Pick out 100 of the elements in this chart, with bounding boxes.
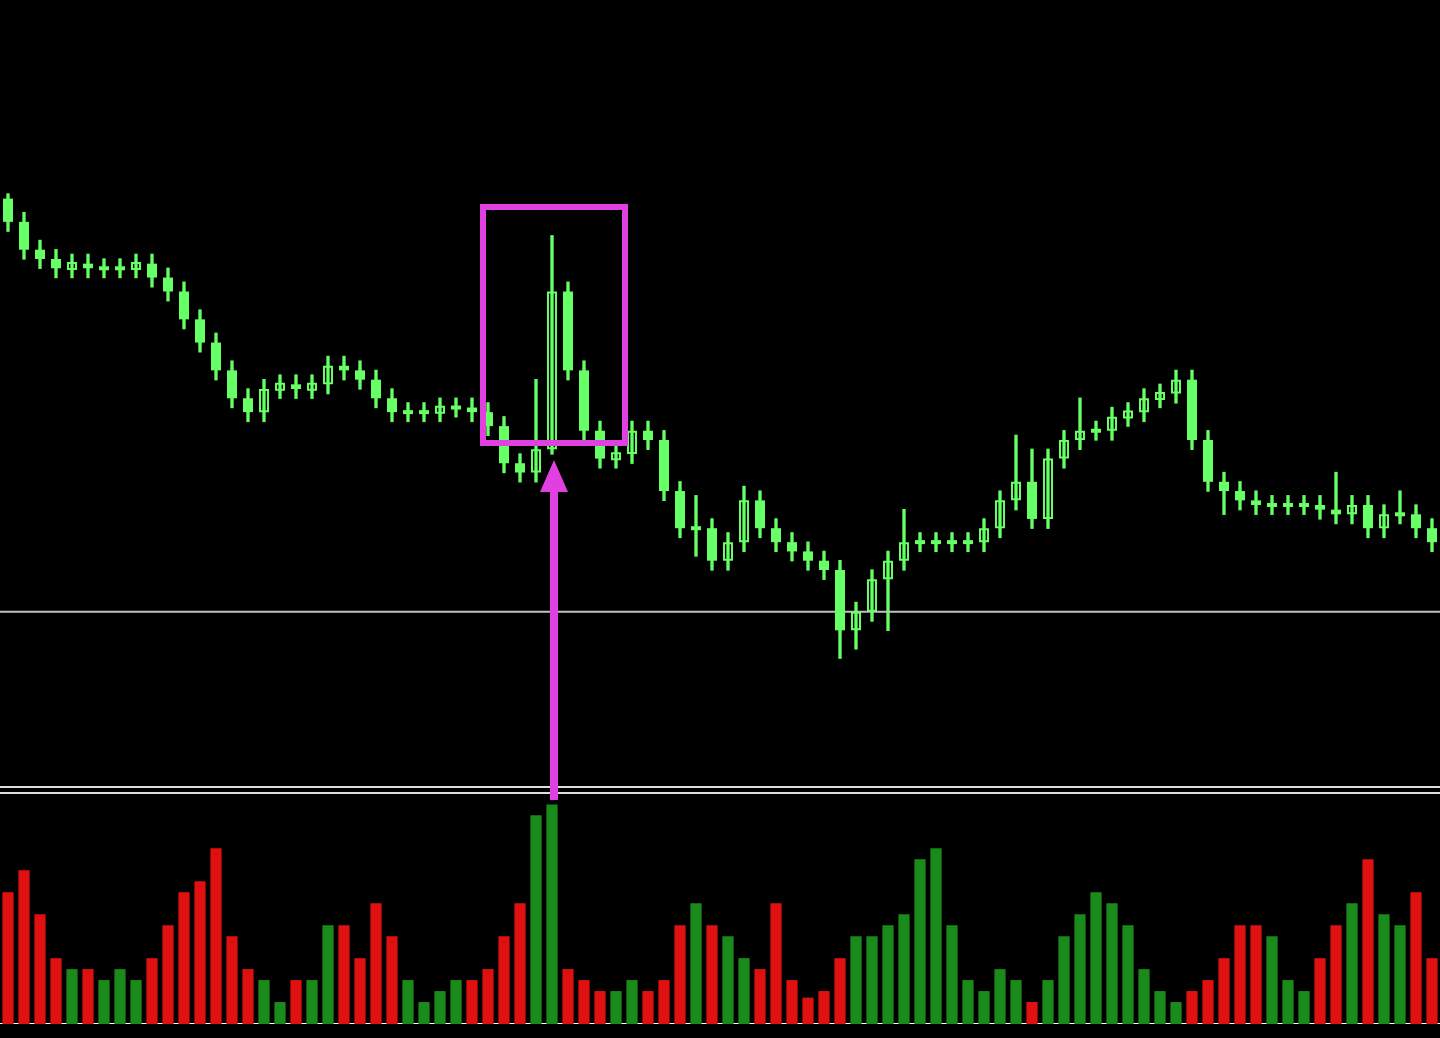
bar xyxy=(50,958,62,1024)
bar xyxy=(466,980,478,1024)
bar xyxy=(834,958,846,1024)
bar xyxy=(770,903,782,1024)
bar xyxy=(1362,859,1374,1024)
bar xyxy=(898,914,910,1024)
candlestick xyxy=(867,569,877,622)
bar xyxy=(130,980,142,1024)
candlestick xyxy=(947,532,957,553)
bar xyxy=(1378,914,1390,1024)
bar xyxy=(1266,936,1278,1024)
candlestick xyxy=(1219,471,1229,515)
bar xyxy=(962,980,974,1024)
candlestick xyxy=(547,235,557,455)
candlestick xyxy=(1315,495,1325,520)
bar xyxy=(1426,958,1438,1024)
bar xyxy=(1218,958,1230,1024)
bar xyxy=(162,925,174,1024)
candlestick xyxy=(323,355,333,395)
candlestick xyxy=(851,601,861,650)
candlestick xyxy=(99,258,109,279)
bar xyxy=(1026,1002,1038,1024)
bar xyxy=(258,980,270,1024)
candlestick xyxy=(1107,406,1117,441)
candlestick xyxy=(291,374,301,399)
candlestick xyxy=(1347,495,1357,525)
bar xyxy=(434,991,446,1024)
bar xyxy=(802,997,814,1024)
candlestick xyxy=(883,550,893,631)
bar xyxy=(1282,980,1294,1024)
bar xyxy=(1330,925,1342,1024)
bar xyxy=(290,980,302,1024)
candlestick xyxy=(1043,448,1053,529)
bar xyxy=(1410,892,1422,1024)
bar xyxy=(722,936,734,1024)
bar xyxy=(98,980,110,1024)
bar xyxy=(866,936,878,1024)
bar xyxy=(386,936,398,1024)
bar xyxy=(1186,991,1198,1024)
bar xyxy=(1074,914,1086,1024)
candlestick xyxy=(419,402,429,423)
bar xyxy=(514,903,526,1024)
bar xyxy=(82,969,94,1024)
candlestick xyxy=(275,374,285,399)
bar xyxy=(850,936,862,1024)
bar xyxy=(994,969,1006,1024)
candlestick xyxy=(979,518,989,553)
bar xyxy=(946,925,958,1024)
bar xyxy=(1346,903,1358,1024)
bar xyxy=(338,925,350,1024)
candlestick xyxy=(259,379,269,423)
candlestick xyxy=(611,444,621,469)
bar xyxy=(34,914,46,1024)
bar xyxy=(226,936,238,1024)
candlestick xyxy=(1267,495,1277,515)
bar xyxy=(578,980,590,1024)
bar xyxy=(498,936,510,1024)
bar xyxy=(210,848,222,1024)
bar xyxy=(146,958,158,1024)
candlestick xyxy=(963,532,973,553)
candlestick xyxy=(1379,504,1389,539)
bar xyxy=(1234,925,1246,1024)
bar xyxy=(1394,925,1406,1024)
bar xyxy=(930,848,942,1024)
bar xyxy=(642,991,654,1024)
candlestick xyxy=(307,374,317,399)
bar xyxy=(706,925,718,1024)
bar xyxy=(306,980,318,1024)
bar xyxy=(562,969,574,1024)
candlestick xyxy=(1283,495,1293,515)
candlestick xyxy=(1075,397,1085,450)
bar xyxy=(450,980,462,1024)
bar xyxy=(674,925,686,1024)
candlestick xyxy=(739,485,749,553)
candlestick xyxy=(1171,369,1181,404)
bar xyxy=(66,969,78,1024)
bar xyxy=(530,815,542,1024)
candlestick xyxy=(1123,402,1133,427)
bar xyxy=(1138,969,1150,1024)
candlestick xyxy=(131,253,141,279)
bar xyxy=(1154,991,1166,1024)
bar xyxy=(1298,991,1310,1024)
bar xyxy=(738,958,750,1024)
candlestick xyxy=(1091,420,1101,441)
bar xyxy=(274,1002,286,1024)
bar xyxy=(786,980,798,1024)
bar xyxy=(1042,980,1054,1024)
bar xyxy=(322,925,334,1024)
candlestick xyxy=(403,402,413,423)
candlestick xyxy=(451,397,461,418)
bar xyxy=(914,859,926,1024)
candlestick xyxy=(1139,388,1149,423)
bar xyxy=(1058,936,1070,1024)
bar xyxy=(626,980,638,1024)
candlestick xyxy=(915,532,925,553)
candlestick xyxy=(1251,490,1261,515)
candlestick xyxy=(531,379,541,483)
candlestick xyxy=(115,258,125,279)
bar xyxy=(658,980,670,1024)
bar xyxy=(818,991,830,1024)
